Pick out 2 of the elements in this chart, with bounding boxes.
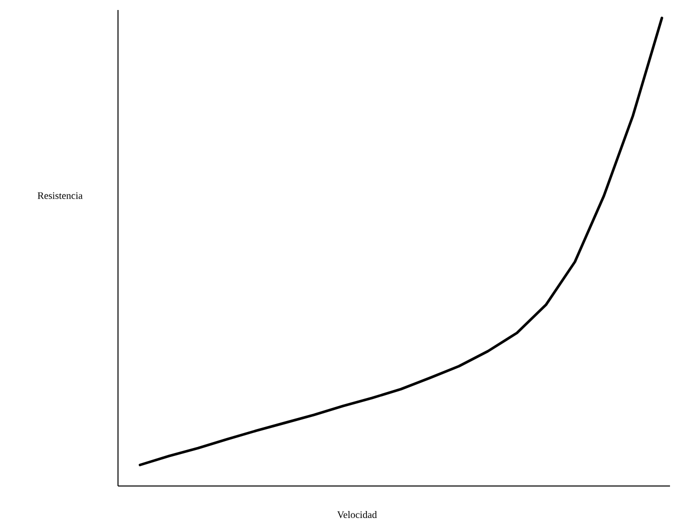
x-axis-title: Velocidad [337, 511, 377, 518]
y-axis-title: Resistencia [38, 192, 83, 199]
